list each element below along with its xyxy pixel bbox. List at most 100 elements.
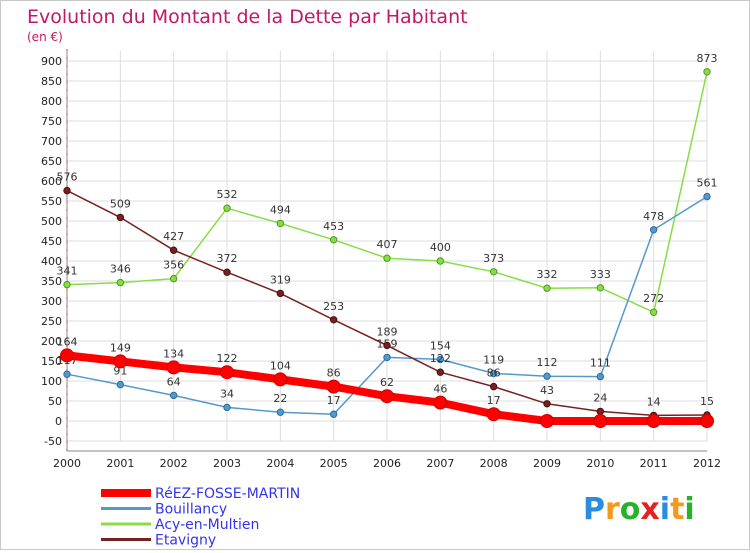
data-point — [220, 365, 234, 380]
x-tick-label: 2012 — [693, 457, 721, 470]
y-tick-label: 500 — [41, 215, 62, 228]
chart-subtitle: (en €) — [27, 30, 63, 44]
data-point — [63, 280, 71, 289]
data-point — [593, 414, 608, 428]
data-point — [116, 278, 125, 287]
data-point — [60, 348, 74, 363]
data-label: 104 — [270, 359, 291, 372]
data-label: 119 — [483, 353, 504, 366]
data-label: 112 — [537, 356, 558, 369]
data-point — [383, 341, 391, 350]
data-label: 346 — [110, 263, 131, 276]
logo-letter: i — [660, 492, 670, 527]
data-label: 86 — [487, 367, 501, 380]
data-label: 332 — [537, 268, 558, 281]
data-label: 91 — [113, 365, 127, 378]
data-label: 509 — [110, 197, 131, 210]
y-tick-label: 300 — [41, 295, 62, 308]
chart-title: Evolution du Montant de la Dette par Hab… — [27, 6, 468, 28]
logo-letter: r — [605, 492, 620, 527]
data-label: 400 — [430, 241, 451, 254]
data-label: 111 — [590, 357, 611, 370]
y-tick-label: 100 — [41, 375, 62, 388]
data-point — [329, 410, 338, 418]
data-point — [703, 192, 711, 201]
data-point — [273, 372, 288, 387]
data-label: 17 — [487, 394, 501, 407]
data-label: 333 — [590, 268, 611, 281]
data-label: 272 — [643, 292, 664, 305]
data-label: 319 — [270, 273, 291, 286]
proxiti-logo: Proxiti — [583, 492, 695, 527]
x-tick-label: 2006 — [373, 457, 401, 470]
data-point — [63, 370, 71, 378]
data-point — [166, 360, 181, 375]
y-axis: -50 0 50 100 150 200 250 300 350 400 450 500 550 600 6… — [41, 49, 68, 451]
data-label: 17 — [327, 394, 341, 407]
data-label: 34 — [220, 387, 234, 400]
data-label: 561 — [697, 177, 718, 190]
x-tick-label: 2001 — [106, 457, 134, 470]
data-point — [276, 219, 285, 228]
y-tick-label: 350 — [41, 275, 62, 288]
x-tick-label: 2008 — [480, 457, 508, 470]
y-tick-label: 650 — [41, 155, 62, 168]
data-point — [543, 372, 551, 380]
x-tick-label: 2003 — [213, 457, 241, 470]
data-point — [649, 226, 658, 234]
data-label: 149 — [110, 341, 131, 354]
data-point — [700, 414, 714, 428]
y-tick-label: 250 — [41, 315, 62, 328]
legend: RéEZ-FOSSE-MARTINBouillancyAcy-en-Multie… — [101, 486, 300, 549]
data-label: 86 — [327, 367, 341, 380]
x-tick-label: 2004 — [266, 457, 294, 470]
y-tick-label: 700 — [41, 135, 62, 148]
data-point — [489, 369, 498, 378]
data-label: 189 — [377, 325, 398, 338]
logo-letter: i — [684, 492, 694, 527]
data-point — [380, 389, 394, 404]
y-tick-label: 900 — [41, 55, 62, 68]
data-point — [489, 382, 498, 391]
data-label: 494 — [270, 203, 291, 216]
data-label: 15 — [700, 395, 714, 408]
data-point — [596, 372, 605, 381]
x-tick-label: 2000 — [53, 457, 81, 470]
legend-label: Bouillancy — [155, 502, 227, 518]
data-point — [596, 284, 605, 292]
data-label: 24 — [593, 391, 607, 404]
data-point — [436, 257, 445, 265]
data-point — [433, 395, 448, 410]
y-tick-label: 200 — [41, 335, 62, 348]
data-point — [276, 289, 285, 298]
y-tick-label: 150 — [41, 355, 62, 368]
data-point — [223, 403, 231, 412]
x-tick-label: 2010 — [586, 457, 614, 470]
legend-label: Acy-en-Multien — [155, 517, 259, 533]
data-label: 164 — [57, 335, 78, 348]
series-2: 341 346 356 532 494 453 407 400 373 332 333 272 873 — [57, 52, 718, 316]
y-tick-label: 800 — [41, 95, 62, 108]
data-point — [116, 380, 125, 389]
data-point — [169, 246, 178, 254]
data-point — [543, 284, 551, 292]
data-label: 22 — [273, 392, 287, 405]
y-tick-label: 0 — [55, 415, 62, 428]
data-point — [169, 391, 178, 400]
series-layer: 341 346 356 532 494 453 407 400 373 332 333 272 873 1… — [57, 52, 718, 428]
data-point — [649, 308, 658, 316]
data-label: 356 — [163, 259, 184, 272]
data-label: 532 — [217, 188, 238, 201]
x-axis: 2000 2001 2002 2003 2004 2005 2006 2007 2008 2009… — [53, 450, 721, 470]
data-label: 576 — [57, 171, 78, 184]
data-label: 478 — [643, 210, 664, 223]
x-tick-label: 2007 — [426, 457, 454, 470]
data-label: 62 — [380, 376, 394, 389]
data-point — [489, 268, 498, 276]
data-point — [486, 407, 501, 422]
data-point — [329, 236, 338, 244]
y-tick-label: 850 — [41, 75, 62, 88]
data-label: 373 — [483, 252, 504, 265]
